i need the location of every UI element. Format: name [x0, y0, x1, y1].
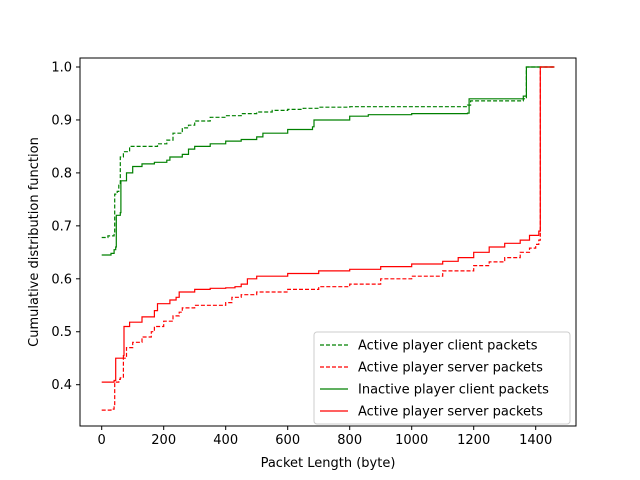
x-tick-label: 200: [151, 433, 176, 448]
series-line-4: [101, 66, 555, 383]
legend-box: [313, 331, 571, 425]
y-axis-label: Cumulative distribution function: [27, 137, 42, 347]
legend: Active player client packets Active playe…: [313, 331, 571, 425]
legend-entry: Inactive player client packets: [358, 383, 549, 398]
series-line-1: [101, 66, 555, 239]
x-tick-label: 600: [275, 433, 300, 448]
legend-entry: Active player server packets: [358, 405, 543, 420]
y-tick-label: 1.0: [51, 61, 72, 76]
series-line-3: [101, 66, 555, 256]
plot-frame: [79, 57, 577, 427]
x-axis-label: Packet Length (byte): [261, 456, 396, 471]
ticks-layer: 0 200 400 600 800 1000 1200 1400 0.4 0.5 0.6 0.7 0.8…: [51, 61, 552, 448]
x-tick-label: 1000: [395, 433, 428, 448]
legend-entry: Active player server packets: [358, 361, 543, 376]
series-layer: [101, 66, 555, 411]
x-tick-label: 800: [337, 433, 362, 448]
legend-entry: Active player client packets: [358, 339, 538, 354]
y-tick-label: 0.6: [51, 272, 72, 287]
y-tick-label: 0.8: [51, 166, 72, 181]
x-tick-label: 1200: [457, 433, 490, 448]
y-tick-label: 0.7: [51, 219, 72, 234]
y-tick-label: 0.4: [51, 378, 72, 393]
y-tick-label: 0.5: [51, 325, 72, 340]
x-tick-label: 0: [98, 433, 106, 448]
x-tick-label: 400: [213, 433, 238, 448]
y-tick-label: 0.9: [51, 113, 72, 128]
x-tick-label: 1400: [519, 433, 552, 448]
series-line-2: [101, 66, 555, 411]
